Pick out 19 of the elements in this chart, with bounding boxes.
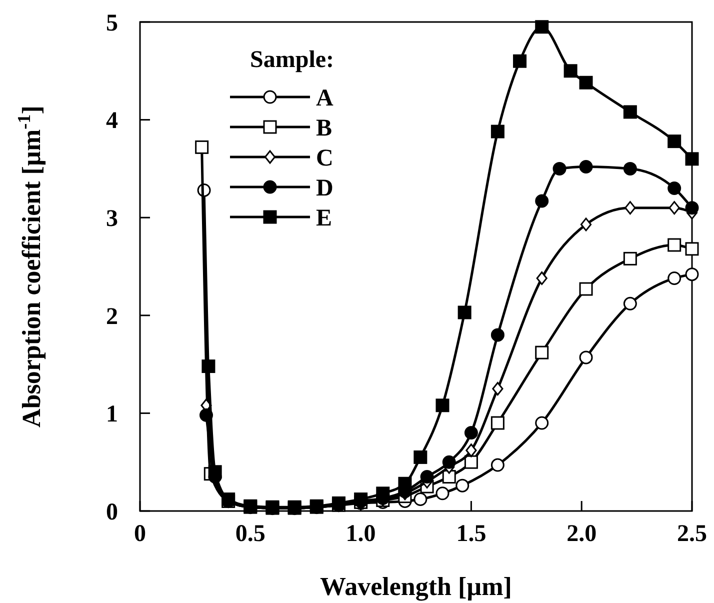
x-axis-title: Wavelength [µm] [320, 572, 512, 601]
x-tick-label: 0.5 [235, 521, 266, 547]
x-tick-label: 2.0 [566, 521, 597, 547]
legend-label: D [316, 175, 334, 202]
y-tick-label: 2 [106, 304, 118, 330]
y-tick-label: 3 [106, 206, 118, 232]
legend-label: C [316, 145, 334, 172]
legend-label: A [316, 85, 334, 112]
y-tick-label: 1 [106, 402, 118, 428]
legend-label: B [316, 115, 332, 142]
x-tick-label: 1.0 [346, 521, 376, 547]
x-tick-label: 2.5 [677, 521, 707, 547]
x-tick-label: 0 [134, 521, 146, 547]
legend-title: Sample: [250, 47, 334, 73]
x-tick-label: 1.5 [456, 521, 486, 547]
y-tick-label: 4 [106, 108, 118, 134]
y-tick-label: 5 [106, 10, 118, 36]
y-tick-label: 0 [106, 499, 118, 526]
legend-label: E [316, 205, 332, 232]
